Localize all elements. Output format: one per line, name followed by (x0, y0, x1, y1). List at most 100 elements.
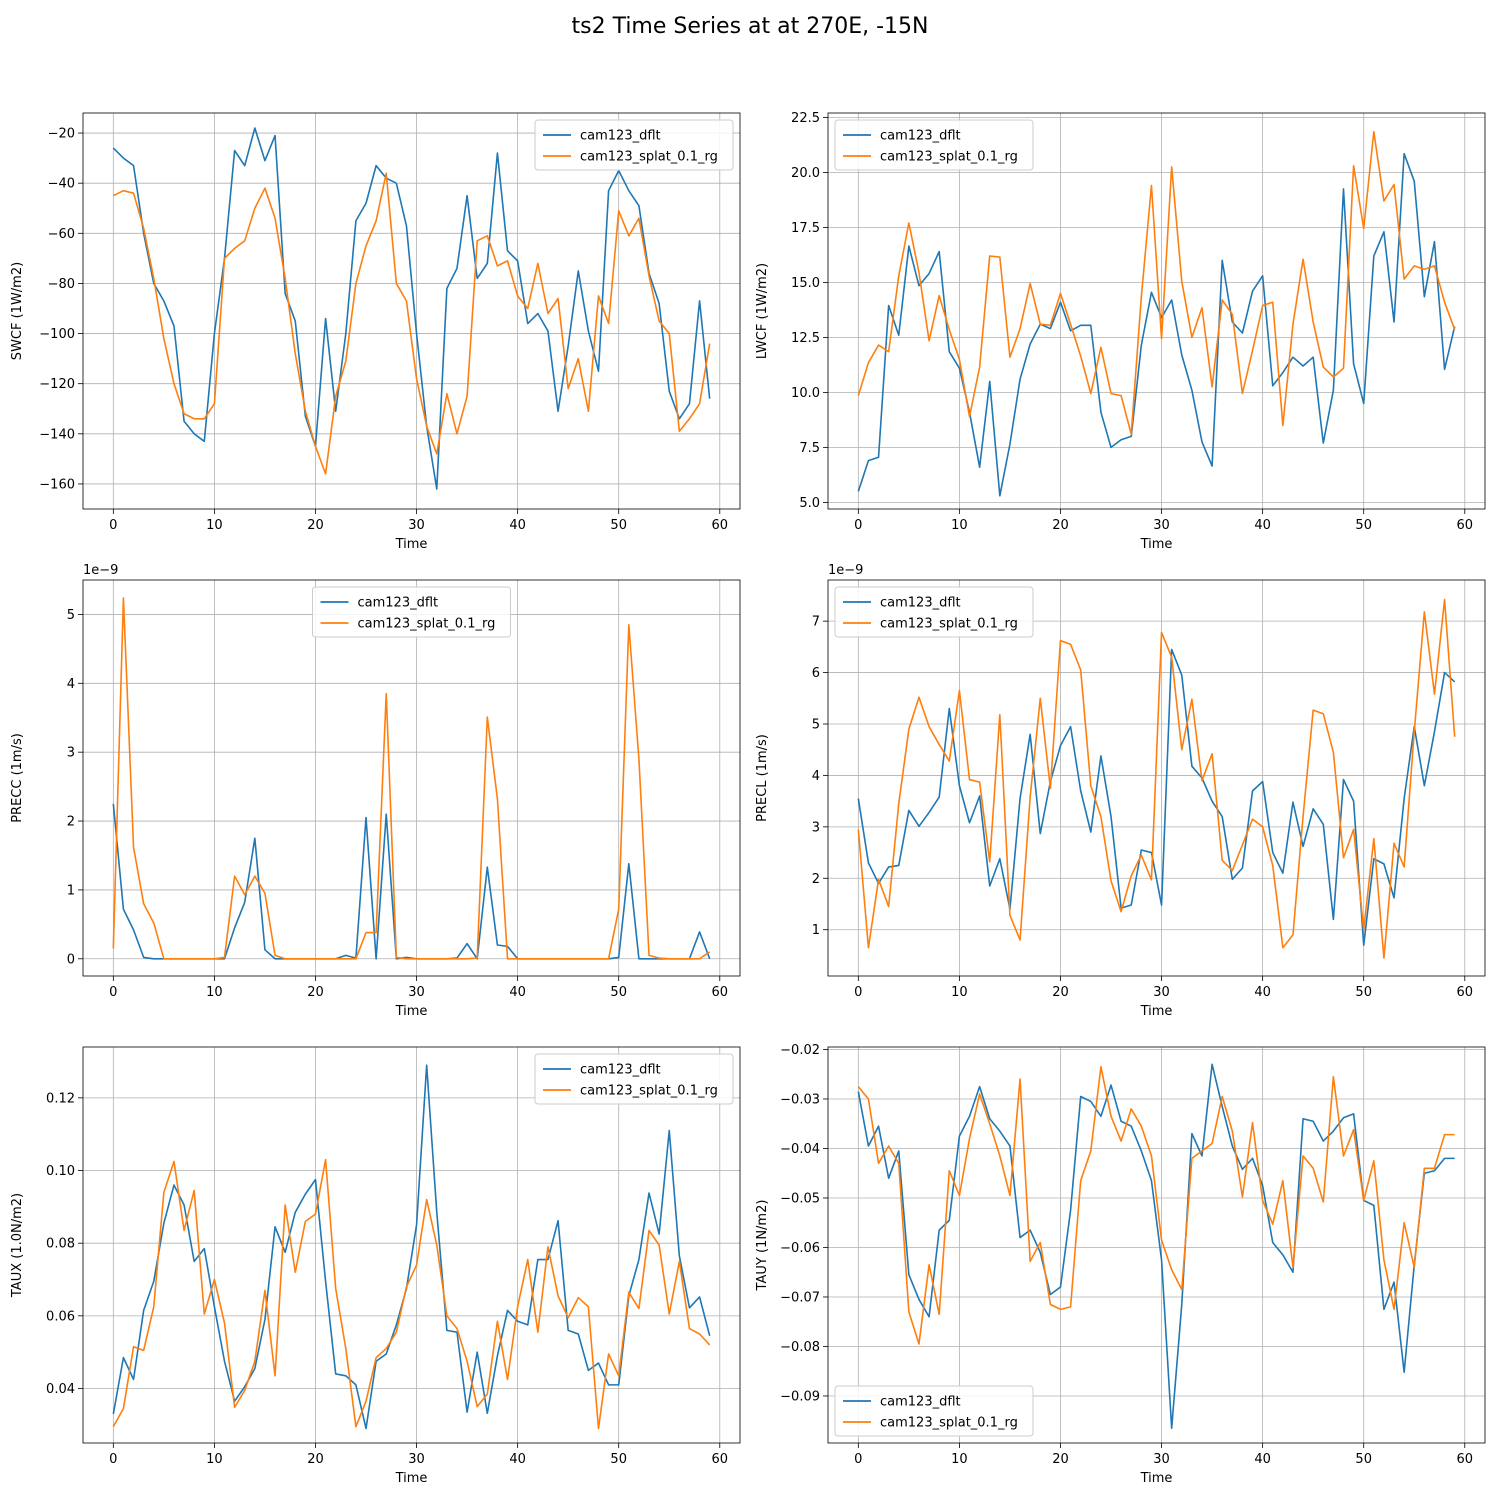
x-tick-label: 30 (408, 1452, 425, 1467)
x-tick-label: 50 (610, 1452, 627, 1467)
x-tick-label: 50 (1355, 985, 1372, 1000)
y-tick-label: 4 (67, 677, 75, 692)
y-axis-label: TAUY (1N/m2) (755, 1200, 770, 1292)
series-line-dflt (112, 127, 711, 490)
y-tick-label: 1 (812, 923, 820, 938)
y-tick-label: −20 (48, 127, 75, 142)
y-tick-label: 1 (67, 883, 75, 898)
x-tick-label: 0 (109, 1452, 117, 1467)
y-tick-label: −0.02 (780, 1043, 820, 1058)
y-tick-label: 0.06 (46, 1309, 75, 1324)
x-axis-label: Time (395, 537, 428, 552)
y-tick-label: 0.04 (46, 1382, 75, 1397)
axis-offset-text: 1e−9 (83, 563, 118, 578)
x-tick-label: 60 (1457, 1452, 1474, 1467)
y-tick-label: −40 (48, 177, 75, 192)
y-axis-label: TAUX (1.0N/m2) (10, 1193, 25, 1298)
legend-box (834, 586, 1034, 638)
x-tick-label: 40 (1254, 1452, 1271, 1467)
y-tick-label: 0.08 (46, 1237, 75, 1252)
y-tick-label: −0.09 (780, 1389, 820, 1404)
x-tick-label: 20 (307, 985, 324, 1000)
axes-frame (82, 1046, 741, 1444)
series-line-splat (857, 130, 1456, 436)
legend-label: cam123_splat_0.1_rg (580, 150, 718, 165)
x-tick-label: 30 (1153, 518, 1170, 533)
series-line-splat (112, 172, 711, 475)
legend-label: cam123_dflt (580, 129, 661, 144)
y-axis-label: PRECC (1m/s) (10, 733, 25, 823)
legend-label: cam123_splat_0.1_rg (880, 150, 1018, 165)
series-line-dflt (857, 648, 1456, 946)
series-line-dflt (857, 152, 1456, 497)
legend-label: cam123_dflt (880, 596, 961, 611)
y-axis-label: LWCF (1W/m2) (755, 263, 770, 359)
x-axis-label: Time (1140, 1004, 1173, 1019)
legend-label: cam123_splat_0.1_rg (880, 617, 1018, 632)
legend-label: cam123_dflt (880, 129, 961, 144)
legend-box (534, 119, 734, 171)
x-tick-label: 0 (854, 985, 862, 1000)
x-tick-label: 10 (951, 985, 968, 1000)
legend-box (312, 586, 511, 638)
subplot-6: 0 10 20 30 40 50 60 −0.09 −0.08 −0.07 −0.06 −0.05 −0… (755, 1043, 1486, 1486)
x-tick-label: 40 (509, 1452, 526, 1467)
y-tick-label: −120 (39, 377, 75, 392)
x-tick-label: 40 (509, 518, 526, 533)
y-tick-label: 17.5 (791, 221, 820, 236)
x-tick-label: 40 (1254, 985, 1271, 1000)
x-axis-label: Time (1140, 537, 1173, 552)
x-tick-label: 0 (109, 985, 117, 1000)
y-tick-label: 0.12 (46, 1091, 75, 1106)
x-tick-label: 30 (1153, 1452, 1170, 1467)
axes-frame (82, 579, 741, 977)
legend-label: cam123_splat_0.1_rg (358, 617, 496, 632)
y-tick-label: 5 (812, 718, 820, 733)
y-tick-label: −0.08 (780, 1340, 820, 1355)
x-tick-label: 30 (408, 985, 425, 1000)
x-tick-label: 20 (307, 1452, 324, 1467)
figure-title: ts2 Time Series at at 270E, -15N (571, 14, 929, 39)
legend-label: cam123_dflt (880, 1395, 961, 1410)
series-line-splat (857, 598, 1456, 959)
legend: cam123_dflt cam123_splat_0.1_rg (834, 586, 1034, 638)
legend: cam123_dflt cam123_splat_0.1_rg (312, 586, 511, 638)
x-tick-label: 10 (206, 985, 223, 1000)
series-line-splat (112, 1158, 711, 1430)
x-tick-label: 0 (854, 518, 862, 533)
y-tick-label: 7 (812, 615, 820, 630)
axis-offset-text: 1e−9 (828, 563, 863, 578)
x-tick-label: 60 (1457, 518, 1474, 533)
legend-label: cam123_splat_0.1_rg (580, 1084, 718, 1099)
x-axis-label: Time (395, 1004, 428, 1019)
x-tick-label: 50 (610, 985, 627, 1000)
x-tick-label: 20 (307, 518, 324, 533)
x-tick-label: 60 (712, 985, 729, 1000)
y-tick-label: −0.06 (780, 1241, 820, 1256)
x-tick-label: 10 (951, 1452, 968, 1467)
y-tick-label: 6 (812, 666, 820, 681)
legend: cam123_dflt cam123_splat_0.1_rg (534, 119, 734, 171)
y-tick-label: 22.5 (791, 111, 820, 126)
legend: cam123_dflt cam123_splat_0.1_rg (834, 119, 1034, 171)
y-tick-label: −80 (48, 277, 75, 292)
x-tick-label: 60 (1457, 985, 1474, 1000)
y-tick-label: 5.0 (799, 496, 820, 511)
x-tick-label: 50 (1355, 518, 1372, 533)
y-tick-label: −140 (39, 427, 75, 442)
axes-frame (82, 112, 741, 510)
legend-label: cam123_dflt (580, 1063, 661, 1078)
x-tick-label: 0 (854, 1452, 862, 1467)
x-tick-label: 20 (1052, 1452, 1069, 1467)
x-tick-label: 30 (408, 518, 425, 533)
legend: cam123_dflt cam123_splat_0.1_rg (534, 1053, 734, 1105)
x-axis-label: Time (1140, 1471, 1173, 1486)
x-tick-label: 40 (509, 985, 526, 1000)
subplot-1: 0 10 20 30 40 50 60 −160 −140 −120 −100 −80 −60 −40 −2… (10, 112, 741, 552)
y-tick-label: −160 (39, 477, 75, 492)
series-line-splat (857, 1066, 1455, 1345)
y-tick-label: 3 (67, 746, 75, 761)
y-tick-label: 20.0 (791, 166, 820, 181)
subplot-3: 0 10 20 30 40 50 60 0 1 2 3 4 5 Time PRECC (1m/s) 1e−9 c… (10, 563, 741, 1019)
subplot-5: 0 10 20 30 40 50 60 0.04 0.06 0.08 0.10 0.12 Time TAU… (10, 1046, 741, 1486)
